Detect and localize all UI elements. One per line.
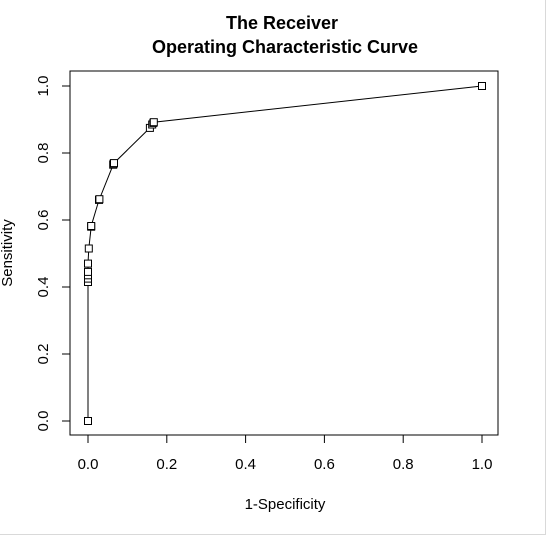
roc-point xyxy=(478,82,486,90)
y-tick-label: 1.0 xyxy=(35,76,52,97)
roc-point xyxy=(84,259,92,268)
roc-points xyxy=(84,82,486,425)
y-axis: 0.0 0.2 0.4 0.6 0.8 1.0 xyxy=(35,76,71,432)
x-tick-label: 1.0 xyxy=(472,456,493,473)
x-tick-label: 0.4 xyxy=(235,456,256,473)
x-axis-title: 1-Specificity xyxy=(245,496,326,513)
y-tick-label: 0.2 xyxy=(35,344,52,365)
roc-line xyxy=(87,85,483,421)
roc-point xyxy=(110,159,118,168)
roc-point xyxy=(84,244,93,253)
y-tick-label: 0.6 xyxy=(35,210,52,231)
y-tick-label: 0.0 xyxy=(35,411,52,432)
x-tick-label: 0.2 xyxy=(156,456,177,473)
x-tick-label: 0.6 xyxy=(314,456,335,473)
y-axis-title: Sensitivity xyxy=(0,219,16,287)
roc-point xyxy=(87,222,96,230)
chart-title-line-2: Operating Characteristic Curve xyxy=(152,37,418,57)
x-tick-label: 0.0 xyxy=(78,456,99,473)
y-tick-label: 0.4 xyxy=(35,277,52,298)
roc-point xyxy=(84,267,92,276)
y-tick-label: 0.8 xyxy=(35,143,52,164)
roc-point xyxy=(84,417,92,425)
x-axis: 0.0 0.2 0.4 0.6 0.8 1.0 xyxy=(78,434,493,473)
plot-box xyxy=(69,70,499,436)
chart-title-line-1: The Receiver xyxy=(226,13,338,33)
roc-point xyxy=(149,118,158,127)
roc-point xyxy=(95,195,104,204)
x-tick-label: 0.8 xyxy=(393,456,414,473)
roc-series xyxy=(87,85,483,421)
